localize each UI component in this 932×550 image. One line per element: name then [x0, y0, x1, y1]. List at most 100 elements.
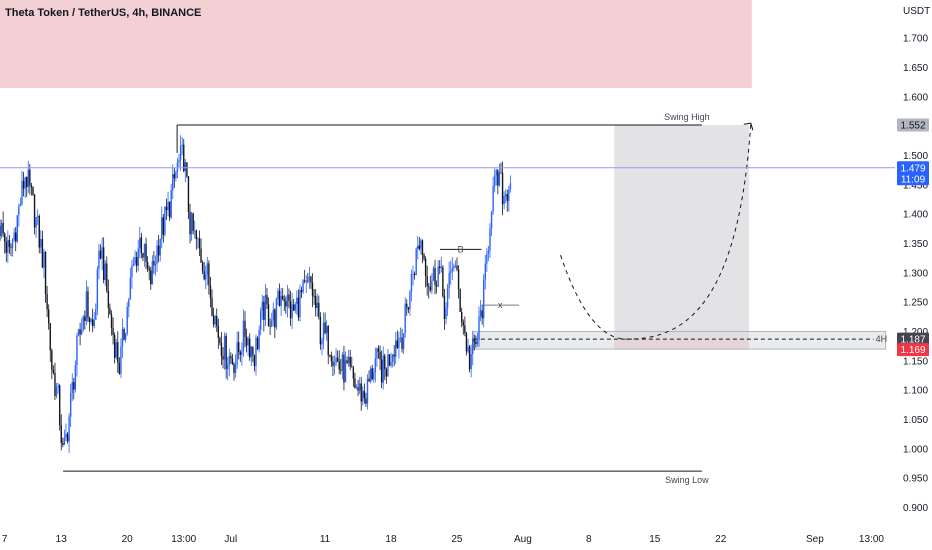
- candle: [165, 206, 168, 211]
- candle: [238, 342, 240, 353]
- candle: [209, 285, 212, 299]
- candle: [478, 316, 480, 341]
- candle: [55, 387, 58, 396]
- candle: [365, 398, 367, 404]
- candle: [380, 359, 383, 383]
- candle: [473, 338, 475, 342]
- x-tick-label: 15: [649, 534, 661, 545]
- candle: [256, 337, 259, 350]
- candle: [442, 267, 444, 296]
- x-axis[interactable]: 7 13 20 13:00 Jul 11 18 25 Aug 8 15 22 Sep 13:00: [2, 534, 884, 545]
- candle: [434, 268, 436, 286]
- candle: [148, 268, 150, 271]
- candle: [289, 300, 292, 319]
- y-tick-label: 1.400: [903, 210, 928, 221]
- candle: [151, 260, 154, 285]
- candle: [420, 240, 422, 249]
- candle: [203, 271, 205, 280]
- candle: [54, 372, 56, 396]
- candle: [495, 170, 497, 176]
- candle: [321, 340, 323, 345]
- candle: [197, 238, 199, 240]
- candle: [74, 365, 77, 390]
- candle: [0, 225, 1, 237]
- candle: [231, 358, 234, 365]
- entry-zone[interactable]: [473, 330, 887, 350]
- candle: [217, 325, 219, 338]
- candle: [431, 280, 433, 291]
- candle: [117, 342, 119, 363]
- candle: [15, 232, 17, 242]
- candle: [189, 212, 191, 235]
- price-tag: [897, 161, 929, 186]
- y-tick-label: 1.500: [903, 151, 928, 162]
- candle: [448, 273, 450, 289]
- projection-curve[interactable]: [560, 123, 752, 340]
- candle: [281, 295, 284, 300]
- candle: [426, 276, 428, 287]
- supply-zone[interactable]: [0, 0, 752, 88]
- candle: [475, 341, 477, 345]
- candle: [407, 307, 410, 310]
- candle: [379, 351, 381, 360]
- candle: [283, 299, 285, 302]
- candle: [52, 369, 55, 373]
- candle: [501, 172, 504, 205]
- candle: [18, 205, 20, 216]
- candle: [43, 251, 45, 268]
- candle: [7, 239, 9, 253]
- target-zone[interactable]: [614, 124, 749, 340]
- y-tick-label: 1.600: [903, 92, 928, 103]
- candle: [22, 180, 25, 189]
- candle: [150, 270, 152, 285]
- price-tag-value: 1.479: [900, 163, 925, 174]
- candle: [340, 369, 342, 371]
- candle: [128, 299, 130, 307]
- candle: [481, 310, 483, 319]
- zones-layer: [0, 0, 887, 350]
- candle: [219, 337, 221, 343]
- x-tick-label: 8: [586, 534, 592, 545]
- candle: [465, 332, 468, 352]
- candle: [347, 357, 350, 364]
- y-tick-label: 0.950: [903, 474, 928, 485]
- candle: [10, 247, 12, 248]
- candle: [338, 361, 340, 370]
- candle: [354, 378, 356, 388]
- candle: [200, 248, 202, 263]
- candle: [461, 311, 463, 323]
- candle: [84, 316, 86, 321]
- candle: [170, 190, 172, 218]
- candle: [2, 223, 4, 234]
- candle: [336, 357, 339, 362]
- candle: [126, 306, 128, 334]
- candle: [233, 364, 235, 373]
- candle: [139, 237, 141, 249]
- candle: [313, 296, 315, 297]
- candle: [76, 335, 78, 366]
- candle: [388, 354, 391, 366]
- candle: [428, 286, 430, 288]
- candle: [252, 346, 254, 356]
- y-axis[interactable]: USDT 1.7001.6501.6001.5501.5001.4501.400…: [903, 6, 930, 514]
- y-axis-unit: USDT: [903, 6, 930, 17]
- candle: [211, 298, 213, 316]
- candle: [330, 355, 333, 362]
- candle: [32, 187, 34, 195]
- candle: [142, 252, 144, 258]
- candle: [346, 360, 348, 364]
- candle: [234, 364, 237, 373]
- candle: [451, 268, 454, 272]
- candle: [424, 258, 427, 277]
- candle: [154, 263, 157, 266]
- candle: [258, 330, 260, 350]
- candle: [113, 335, 116, 358]
- candle: [153, 260, 155, 266]
- candle: [38, 216, 40, 248]
- candle: [176, 162, 179, 172]
- candle: [497, 170, 499, 186]
- candle: [300, 290, 303, 293]
- candle: [58, 385, 61, 425]
- candle: [374, 358, 377, 373]
